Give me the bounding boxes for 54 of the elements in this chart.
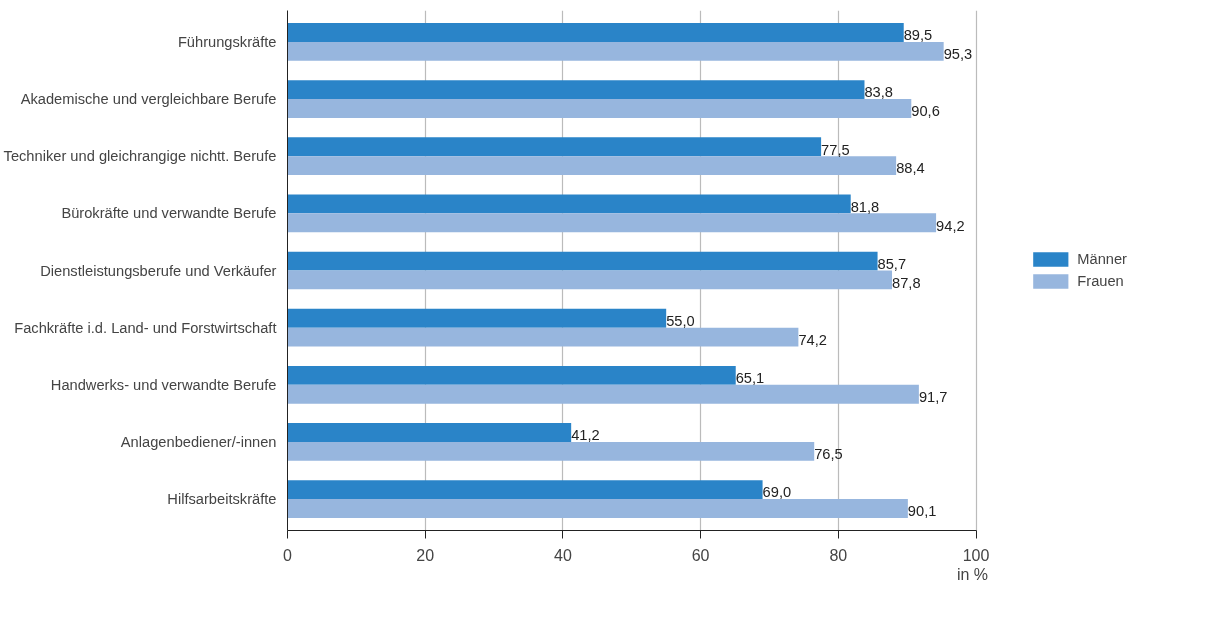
x-tick-label: 40 xyxy=(554,546,572,564)
bar xyxy=(287,270,893,290)
bar xyxy=(287,80,865,100)
bar xyxy=(287,384,919,404)
y-tick-label: Hilfsarbeitskräfte xyxy=(167,491,277,508)
data-label: 65,1 xyxy=(735,370,765,387)
data-label: 94,2 xyxy=(936,217,965,234)
y-tick-label: Führungskräfte xyxy=(177,33,277,50)
data-label: 88,4 xyxy=(896,160,925,177)
data-label: 74,2 xyxy=(798,331,827,348)
data-label: 87,8 xyxy=(892,274,921,291)
bar xyxy=(287,156,897,176)
data-label: 95,3 xyxy=(943,46,973,63)
bar xyxy=(287,365,736,385)
bar xyxy=(287,137,822,157)
bar xyxy=(287,480,763,500)
data-label: 41,2 xyxy=(571,427,600,444)
x-axis-title: in % xyxy=(956,565,989,583)
data-label: 69,0 xyxy=(762,484,792,501)
legend-label: Männer xyxy=(1077,251,1127,267)
bar xyxy=(287,327,799,347)
bar xyxy=(287,99,912,118)
y-tick-label: Akademische und vergleichbare Berufe xyxy=(20,91,277,108)
data-label: 81,8 xyxy=(850,198,880,215)
y-tick-label: Fachkräfte i.d. Land- und Forstwirtschaft xyxy=(14,319,277,336)
bar xyxy=(287,41,944,61)
legend-label: Frauen xyxy=(1077,273,1124,289)
x-tick-label: 100 xyxy=(962,546,990,564)
y-tick-label: Techniker und gleichrangige nichtt. Berufe xyxy=(3,148,277,165)
bar xyxy=(287,23,904,42)
data-label: 91,7 xyxy=(918,389,948,406)
bar xyxy=(287,213,937,233)
x-tick-label: 60 xyxy=(691,546,710,564)
x-tick-label: 80 xyxy=(829,546,848,564)
y-tick-label: Dienstleistungsberufe und Verkäufer xyxy=(40,262,277,279)
data-label: 77,5 xyxy=(821,141,850,158)
data-label: 76,5 xyxy=(814,446,843,463)
bar xyxy=(287,499,908,518)
bar xyxy=(287,423,572,442)
data-label: 90,6 xyxy=(911,103,940,120)
bar xyxy=(287,194,851,214)
bar xyxy=(287,441,815,461)
data-label: 89,5 xyxy=(903,27,933,44)
y-tick-label: Anlagenbediener/-innen xyxy=(120,433,277,450)
y-tick-label: Handwerks- und verwandte Berufe xyxy=(50,376,277,393)
x-tick-label: 20 xyxy=(416,546,435,564)
y-tick-label: Bürokräfte und verwandte Berufe xyxy=(61,205,277,222)
data-label: 85,7 xyxy=(877,255,907,272)
data-label: 83,8 xyxy=(864,84,894,101)
bar xyxy=(287,308,667,328)
x-tick-label: 0 xyxy=(283,546,293,564)
data-label: 55,0 xyxy=(666,313,695,330)
data-label: 90,1 xyxy=(907,503,937,520)
bar xyxy=(287,251,878,271)
